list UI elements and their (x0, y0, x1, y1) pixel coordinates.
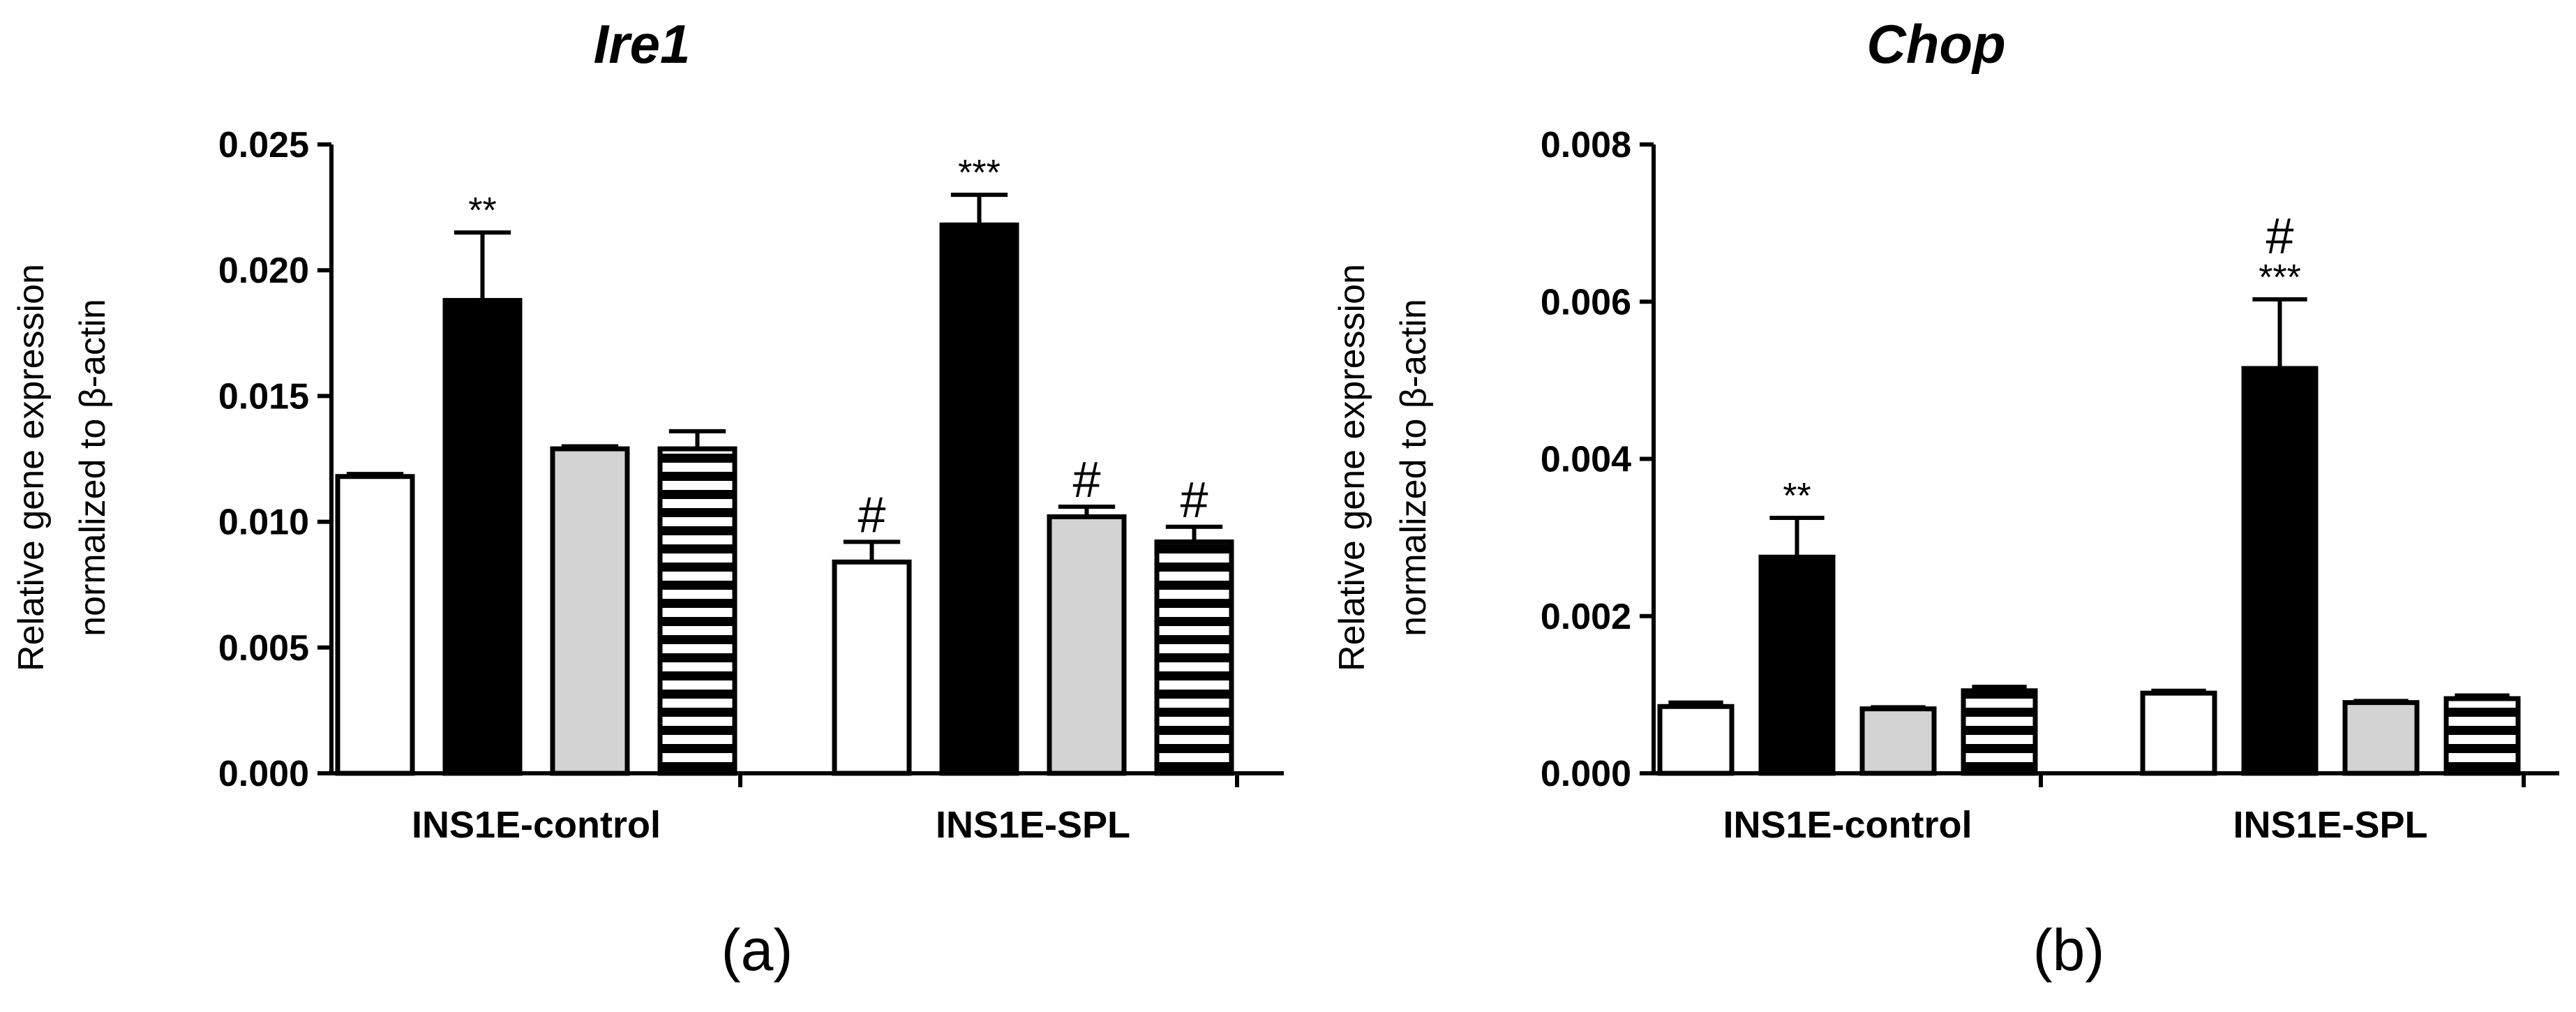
chart-a-ylabel-line1: Relative gene expression (11, 264, 52, 671)
chart-a-bar-condition-2-0 (442, 297, 523, 776)
chart-b-panel-label: (b) (2033, 917, 2105, 983)
chart-b-plot: 0.000 0.002 0.004 0.006 0.008 INS1E-control **… (1541, 125, 2559, 846)
chart-a-ylabel-line2: normalized to β-actin (73, 299, 113, 637)
chart-a-bar-condition-4-1 (1154, 539, 1234, 776)
chart-b-hash-annotation: # (2266, 209, 2293, 265)
chart-a-y-tick-label: 0.025 (218, 125, 309, 165)
chart-a-bar-condition-3-1 (1047, 514, 1127, 776)
chart-b-significance-annotation: *** (2259, 258, 2301, 298)
chart-a-category-label: INS1E-control (412, 804, 661, 846)
chart-a-bar-condition-3-0 (550, 446, 630, 776)
chart-b-bar-condition-4-1 (2443, 696, 2521, 776)
chart-b-bar-condition-2-0 (1758, 554, 1836, 776)
chart-b-bar-condition-2-1 (2241, 366, 2319, 776)
chart-b-y-tick-label: 0.000 (1541, 754, 1631, 794)
chart-b-y-tick-label: 0.004 (1541, 440, 1631, 480)
chart-b-y-tick-label: 0.006 (1541, 282, 1631, 322)
chart-b-category-label: INS1E-control (1723, 804, 1972, 846)
chart-b-category-label: INS1E-SPL (2233, 804, 2427, 846)
chart-b-significance-annotation: ** (1783, 476, 1811, 516)
chart-b-y-tick-label: 0.008 (1541, 125, 1631, 165)
chart-a-plot: 0.000 0.005 0.010 0.015 0.020 0.025 INS1E-cont… (218, 125, 1284, 846)
chart-a-hash-annotation: # (1180, 472, 1208, 528)
chart-a-bar-condition-4-0 (657, 446, 737, 776)
chart-a-bar-condition-1-0 (335, 474, 415, 776)
chart-b-bar-condition-3-1 (2342, 700, 2420, 776)
chart-b-ylabel-line1: Relative gene expression (1332, 264, 1372, 671)
chart-a-y-tick-label: 0.005 (218, 628, 309, 669)
chart-a-panel-label: (a) (721, 917, 793, 983)
chart-a-y-tick-label: 0.015 (218, 376, 309, 417)
chart-a-category-label: INS1E-SPL (936, 804, 1130, 846)
chart-a-bar-condition-2-1 (939, 222, 1019, 776)
chart-a-y-tick-label: 0.020 (218, 251, 309, 291)
chart-a-y-tick-label: 0.010 (218, 503, 309, 543)
chart-a-significance-annotation: *** (958, 153, 1001, 193)
chart-b-ylabel-line2: normalized to β-actin (1393, 299, 1434, 637)
chart-a-hash-annotation: # (858, 487, 885, 543)
chart-a-bar-condition-1-1 (832, 559, 912, 776)
chart-b-bar-condition-3-0 (1859, 706, 1937, 776)
chart-a-hash-annotation: # (1072, 452, 1100, 508)
chart-b-title: Chop (1866, 13, 2005, 75)
chart-b-y-tick-label: 0.002 (1541, 597, 1631, 637)
chart-a-significance-annotation: ** (468, 191, 496, 231)
chart-a-y-tick-label: 0.000 (218, 754, 309, 794)
chart-b-bar-condition-1-1 (2140, 690, 2217, 776)
chart-b-bar-condition-1-0 (1657, 704, 1735, 776)
chart-a-title: Ire1 (594, 13, 691, 75)
chart-b-bar-condition-4-0 (1961, 688, 2038, 776)
